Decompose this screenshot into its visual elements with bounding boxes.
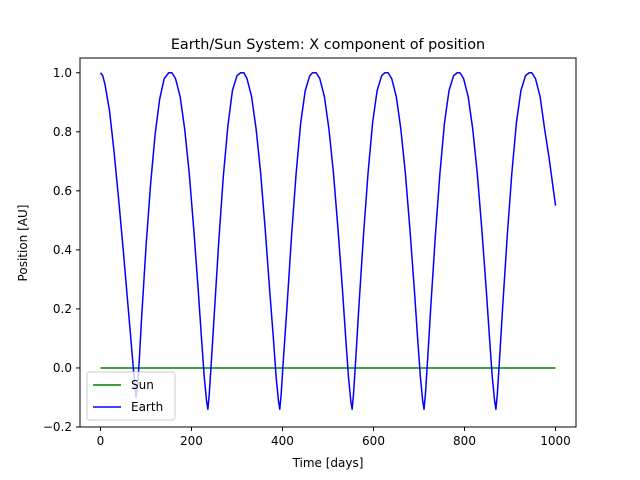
legend-label-sun: Sun — [131, 378, 154, 392]
x-tick-label: 1000 — [540, 434, 571, 448]
series-line-earth — [99, 72, 557, 411]
y-tick-label: 0.6 — [53, 184, 72, 198]
x-tick-label: 200 — [180, 434, 203, 448]
y-tick-label: 0.2 — [53, 302, 72, 316]
chart-title: Earth/Sun System: X component of positio… — [171, 37, 485, 53]
x-tick-label: 800 — [453, 434, 476, 448]
x-tick-label: 600 — [362, 434, 385, 448]
y-axis-label: Position [AU] — [16, 205, 30, 282]
y-tick-label: 1.0 — [53, 66, 72, 80]
x-axis-label: Time [days] — [292, 456, 364, 470]
legend-label-earth: Earth — [131, 400, 163, 414]
legend: Sun Earth — [86, 371, 176, 421]
y-axis-ticks: −0.2 0.0 0.2 0.4 0.6 0.8 1.0 — [43, 66, 80, 434]
y-tick-label: 0.8 — [53, 125, 72, 139]
x-axis-ticks: 0 200 400 600 800 1000 — [97, 427, 571, 448]
axes-frame — [79, 57, 577, 428]
plot-area: 0 200 400 600 800 1000 −0.2 0.0 0.2 0.4 0.6 0.8 1.0 — [43, 57, 577, 448]
y-tick-label: 0.4 — [53, 243, 72, 257]
y-tick-label: 0.0 — [53, 361, 72, 375]
y-tick-label: −0.2 — [43, 420, 72, 434]
legend-box — [86, 371, 176, 421]
x-tick-label: 400 — [271, 434, 294, 448]
x-tick-label: 0 — [97, 434, 105, 448]
series-layer — [99, 72, 557, 411]
